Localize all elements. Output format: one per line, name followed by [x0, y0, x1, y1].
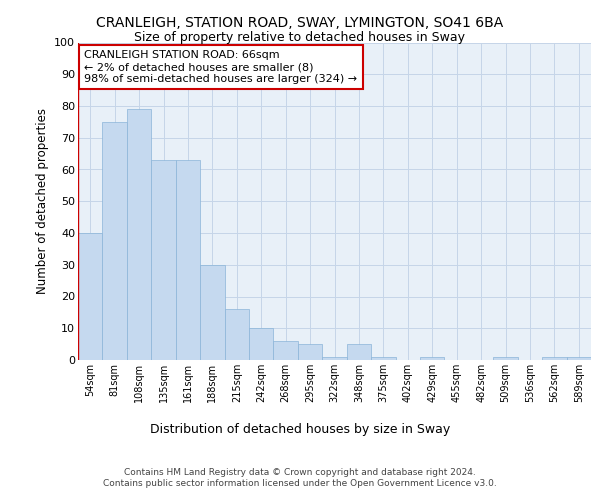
Text: Size of property relative to detached houses in Sway: Size of property relative to detached ho… — [134, 31, 466, 44]
Bar — [151, 160, 176, 360]
Bar — [78, 233, 103, 360]
Text: Distribution of detached houses by size in Sway: Distribution of detached houses by size … — [150, 422, 450, 436]
Bar — [420, 357, 445, 360]
Text: Contains HM Land Registry data © Crown copyright and database right 2024.
Contai: Contains HM Land Registry data © Crown c… — [103, 468, 497, 487]
Y-axis label: Number of detached properties: Number of detached properties — [35, 108, 49, 294]
Bar — [176, 160, 200, 360]
Bar — [542, 357, 566, 360]
Bar — [322, 357, 347, 360]
Bar — [200, 265, 224, 360]
Bar — [347, 344, 371, 360]
Bar — [371, 357, 395, 360]
Bar — [274, 341, 298, 360]
Bar — [249, 328, 274, 360]
Bar — [103, 122, 127, 360]
Bar — [298, 344, 322, 360]
Bar — [127, 109, 151, 360]
Bar — [493, 357, 518, 360]
Bar — [224, 309, 249, 360]
Text: CRANLEIGH STATION ROAD: 66sqm
← 2% of detached houses are smaller (8)
98% of sem: CRANLEIGH STATION ROAD: 66sqm ← 2% of de… — [84, 50, 357, 84]
Text: CRANLEIGH, STATION ROAD, SWAY, LYMINGTON, SO41 6BA: CRANLEIGH, STATION ROAD, SWAY, LYMINGTON… — [97, 16, 503, 30]
Bar — [566, 357, 591, 360]
